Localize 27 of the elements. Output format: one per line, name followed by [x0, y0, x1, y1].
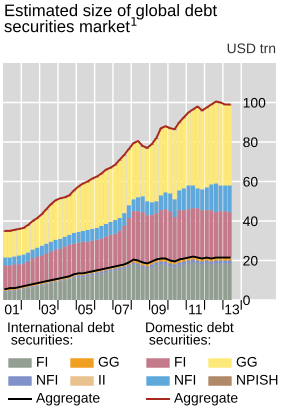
- x-tick-label: 05: [78, 304, 93, 314]
- legend-label: FI: [37, 357, 48, 367]
- y-tick-label: 100: [244, 98, 266, 108]
- legend-label: II: [99, 375, 104, 385]
- legend-label: NFI: [175, 375, 196, 385]
- legend-label: Aggregate: [174, 393, 238, 406]
- x-tick-label: 03: [42, 304, 56, 314]
- x-tick-label: 11: [189, 304, 202, 314]
- y-axis-title: USD trn: [228, 43, 276, 54]
- legend-label: Aggregate: [36, 393, 100, 406]
- x-tick-label: 13: [225, 304, 240, 314]
- x-tick-label: 01: [4, 304, 20, 314]
- text: International debt securities:: [8, 322, 114, 345]
- y-tick-label: 0: [243, 295, 250, 306]
- text: Domestic debt securities:: [146, 322, 234, 345]
- y-tick-label: 40: [242, 216, 258, 226]
- legend-label: GG: [236, 356, 257, 367]
- y-tick-label: 20: [243, 256, 258, 266]
- chart-title: Estimated size of global debt securities market$^{1}$: [4, 4, 217, 32]
- legend-label: NPISH: [237, 374, 278, 385]
- legend-label: FI: [175, 357, 186, 367]
- legend-label: GG: [98, 356, 119, 367]
- x-tick-label: 09: [152, 304, 166, 314]
- y-tick-label: 60: [243, 176, 258, 187]
- y-tick-label: 80: [243, 137, 258, 148]
- legend-label: NFI: [37, 375, 58, 385]
- x-tick-label: 07: [114, 304, 130, 314]
